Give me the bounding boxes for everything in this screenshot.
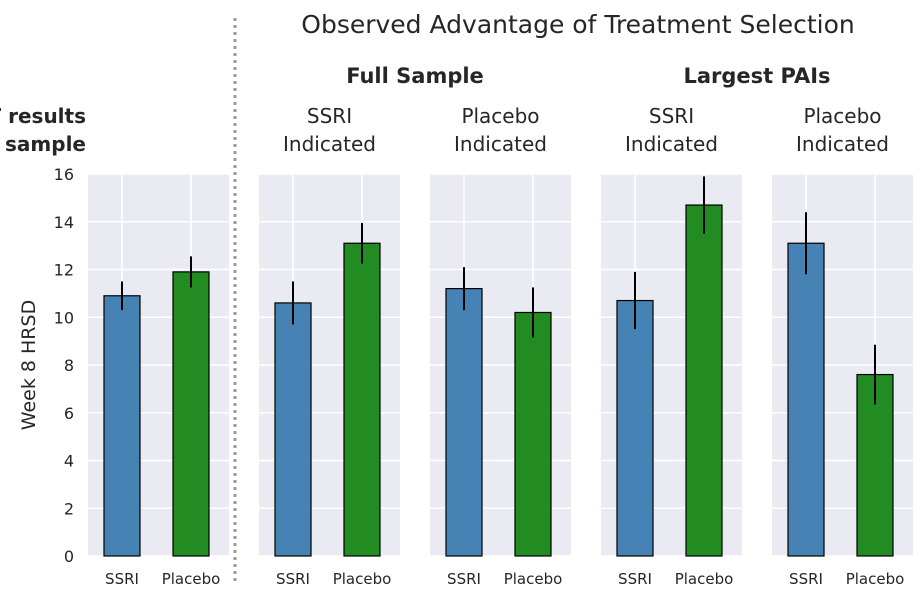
bar-placebo	[685, 204, 723, 557]
y-tick-labels: 0 2 4 6 8 10 12 14 16	[54, 165, 74, 566]
panel-label-line1: Placebo	[803, 104, 881, 128]
bar-placebo	[856, 373, 894, 557]
panel-label-line1: RCT results	[0, 104, 86, 128]
bar-ssri	[274, 302, 312, 557]
x-tick-label: Placebo	[675, 570, 734, 588]
x-tick-label: Placebo	[333, 570, 392, 588]
x-tick-label: SSRI	[105, 570, 139, 588]
panel-4: SSRI Placebo SSRI Indicated	[601, 104, 742, 588]
group-titles: Full Sample Largest PAIs	[346, 64, 830, 88]
bar-placebo	[343, 242, 381, 557]
bar-ssri	[103, 295, 141, 557]
group-title: Largest PAIs	[683, 64, 830, 88]
y-tick-label: 0	[64, 547, 74, 566]
y-tick-label: 4	[64, 452, 74, 471]
x-tick-label: SSRI	[789, 570, 823, 588]
bar-placebo	[514, 311, 552, 557]
y-tick-label: 10	[54, 308, 74, 327]
panel-1: SSRI Placebo RCT results Full sample	[0, 104, 229, 588]
x-tick-label: SSRI	[447, 570, 481, 588]
panels-layer: SSRI Placebo RCT results Full sample SSRI Pla…	[0, 104, 913, 588]
y-tick-label: 14	[54, 213, 74, 232]
panel-label-line2: Full sample	[0, 132, 86, 156]
panel-label-line2: Indicated	[454, 132, 547, 156]
y-tick-label: 2	[64, 499, 74, 518]
bar-ssri	[787, 242, 825, 557]
panel-label-line1: Placebo	[461, 104, 539, 128]
y-tick-label: 12	[54, 261, 74, 280]
y-tick-label: 6	[64, 404, 74, 423]
chart-title: Observed Advantage of Treatment Selectio…	[301, 10, 854, 39]
bar-placebo	[172, 271, 210, 557]
panel-5: SSRI Placebo Placebo Indicated	[772, 104, 913, 588]
panel-2: SSRI Placebo SSRI Indicated	[259, 104, 400, 588]
panel-label-line1: SSRI	[649, 104, 694, 128]
x-tick-label: Placebo	[162, 570, 221, 588]
panel-label-line2: Indicated	[796, 132, 889, 156]
x-tick-label: SSRI	[618, 570, 652, 588]
y-tick-label: 16	[54, 165, 74, 184]
panel-label-line2: Indicated	[625, 132, 718, 156]
panel-label-line2: Indicated	[283, 132, 376, 156]
bar-ssri	[445, 288, 483, 557]
x-tick-label: Placebo	[846, 570, 905, 588]
y-axis-label: Week 8 HRSD	[18, 300, 40, 430]
group-title: Full Sample	[346, 64, 484, 88]
panel-label-line1: SSRI	[307, 104, 352, 128]
bar-ssri	[616, 299, 654, 557]
x-tick-label: SSRI	[276, 570, 310, 588]
y-tick-label: 8	[64, 356, 74, 375]
panel-3: SSRI Placebo Placebo Indicated	[430, 104, 571, 588]
x-tick-label: Placebo	[504, 570, 563, 588]
